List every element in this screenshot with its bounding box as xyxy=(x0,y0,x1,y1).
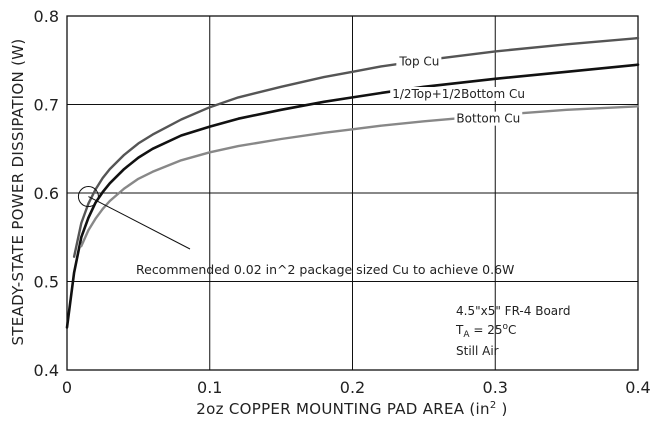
annotation-circle xyxy=(77,186,99,208)
x-axis-label: 2oz COPPER MOUNTING PAD AREA (in2 ) xyxy=(196,400,507,418)
ambient-temp-value: = 25 xyxy=(470,323,503,337)
plot-frame xyxy=(66,15,639,371)
y-axis-label: STEADY-STATE POWER DISSIPATION (W) xyxy=(9,38,27,345)
grid xyxy=(67,16,638,370)
x-tick-label: 0.2 xyxy=(340,378,365,397)
x-tick-label: 0.3 xyxy=(483,378,508,397)
series-label: Bottom Cu xyxy=(456,112,520,126)
x-axis-label-sup: 2 xyxy=(490,400,497,411)
x-axis-label-tail: ) xyxy=(496,400,507,418)
y-tick-label: 0.5 xyxy=(34,273,59,292)
x-tick-label: 0.4 xyxy=(625,378,650,397)
series-label: 1/2Top+1/2Bottom Cu xyxy=(392,87,525,101)
x-axis-label-main: 2oz COPPER MOUNTING PAD AREA (in xyxy=(196,400,490,418)
air-note: Still Air xyxy=(456,344,499,358)
series-line xyxy=(80,105,640,248)
x-tick-label: 0 xyxy=(62,378,72,397)
degree-superscript: o xyxy=(502,322,508,332)
y-tick-label: 0.6 xyxy=(34,184,59,203)
ambient-temp-symbol: T xyxy=(455,323,464,337)
x-tick-label: 0.1 xyxy=(197,378,222,397)
y-tick-label: 0.4 xyxy=(34,361,59,380)
annotation-leader xyxy=(88,196,191,250)
ambient-temp-unit: C xyxy=(508,323,516,337)
board-note: 4.5"x5" FR-4 Board xyxy=(456,304,570,318)
annotation-text: Recommended 0.02 in^2 package sized Cu t… xyxy=(136,262,514,277)
ambient-temp-note: TA = 25oC xyxy=(455,322,516,340)
series-label-bg xyxy=(396,54,442,69)
series-lines: Top Cu 1/2Top+1/2Bottom Cu Bottom Cu xyxy=(65,36,640,329)
ambient-temp-subscript: A xyxy=(463,330,470,340)
y-tick-label: 0.8 xyxy=(34,7,59,26)
series-label-bg xyxy=(454,111,523,126)
y-tick-label: 0.7 xyxy=(34,96,59,115)
series-label: Top Cu xyxy=(398,54,439,68)
tick-labels: 0 0.1 0.2 0.3 0.4 0.4 0.5 0.6 0.7 0.8 xyxy=(34,7,650,397)
series-label-bg xyxy=(390,86,527,101)
